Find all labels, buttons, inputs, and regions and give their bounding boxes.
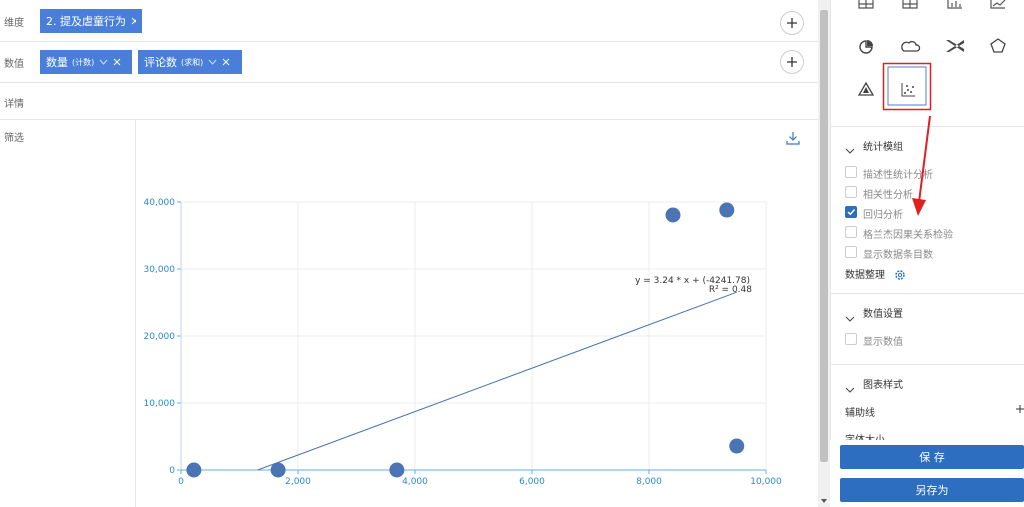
- scroll-arrow[interactable]: [820, 498, 828, 504]
- scatter-icon-selected[interactable]: [887, 66, 927, 106]
- cloud-icon[interactable]: [901, 40, 921, 52]
- funnel-icon[interactable]: [857, 81, 875, 96]
- row-label: 详情: [4, 99, 24, 110]
- chart-type-icons: [857, 0, 1006, 111]
- divider: [831, 364, 1024, 365]
- x-tick-label: 2,000: [285, 477, 311, 487]
- annotation-arrow: [912, 115, 931, 216]
- tag-text: 数量: [46, 56, 68, 69]
- add-helper-line[interactable]: [1015, 404, 1024, 414]
- x-tick-label: 6,000: [519, 477, 545, 487]
- collapse-icon[interactable]: [845, 379, 855, 393]
- y-tick-label: 30,000: [144, 265, 176, 275]
- tag-agg: (求和): [181, 57, 204, 67]
- x-tick-label: 10,000: [750, 477, 782, 487]
- scatter-point: [389, 462, 405, 478]
- x-tick-label: 8,000: [636, 477, 662, 487]
- checkbox[interactable]: [845, 226, 857, 238]
- checkbox[interactable]: [845, 246, 857, 258]
- chart: 0 10,000 20,000 30,000 40,000 0 2,000 4,000 6,00…: [144, 198, 783, 487]
- checkbox[interactable]: [845, 206, 857, 218]
- dropdown-icon[interactable]: [208, 58, 217, 66]
- trendline: [257, 291, 737, 471]
- section-title: 图表样式: [863, 380, 903, 391]
- checkbox-label: 显示数值: [863, 337, 903, 348]
- row-label: 维度: [4, 18, 24, 29]
- save-button[interactable]: 保 存: [840, 445, 1024, 469]
- scatter-point: [729, 438, 745, 454]
- checkbox-label: 显示数据条目数: [863, 250, 933, 261]
- tag-agg: (计数): [72, 57, 95, 67]
- table-icon[interactable]: [858, 0, 874, 9]
- x-tick-label: 4,000: [402, 477, 428, 487]
- checkbox-label: 相关性分析: [863, 190, 913, 201]
- funnel-inner: [863, 87, 869, 93]
- y-tick-label: 20,000: [144, 332, 176, 342]
- row-label: 筛选: [4, 133, 24, 144]
- checkbox-label: 描述性统计分析: [863, 170, 933, 181]
- collapse-icon[interactable]: [845, 140, 855, 154]
- measure-tag[interactable]: 数量 (计数): [40, 50, 132, 74]
- checkbox[interactable]: [845, 186, 857, 198]
- add-button[interactable]: [779, 10, 805, 36]
- close-icon[interactable]: [131, 17, 136, 25]
- scrollbar-thumb[interactable]: [820, 10, 828, 462]
- bar-icon[interactable]: [947, 0, 962, 9]
- add-button[interactable]: [779, 49, 805, 75]
- scatter-point: [186, 462, 202, 478]
- y-tick-label: 0: [169, 466, 175, 476]
- divider: [0, 119, 818, 120]
- scatter-point: [719, 202, 735, 218]
- row-label: 数值: [4, 59, 24, 70]
- checkbox-label: 回归分析: [863, 210, 903, 221]
- radar-icon[interactable]: [990, 38, 1006, 53]
- close-icon[interactable]: [113, 58, 121, 66]
- data-tidy-label: 数据整理: [845, 270, 885, 281]
- scatter-point: [270, 462, 286, 478]
- settings-icon[interactable]: [894, 266, 906, 280]
- y-tick-label: 40,000: [144, 198, 176, 208]
- tag-text: 评论数: [144, 56, 177, 69]
- line-icon[interactable]: [990, 0, 1006, 9]
- checkbox[interactable]: [845, 166, 857, 178]
- sankey-icon[interactable]: [946, 40, 964, 52]
- trendline-r2: R² = 0.48: [709, 285, 752, 295]
- collapse-icon[interactable]: [845, 308, 855, 322]
- checkbox[interactable]: [845, 333, 857, 345]
- checkbox-label: 格兰杰因果关系检验: [863, 230, 953, 241]
- pie-slice: [867, 40, 873, 46]
- dimension-tag[interactable]: 2. 提及虐童行为: [40, 9, 142, 33]
- section-title: 数值设置: [863, 309, 903, 320]
- pivot-icon[interactable]: [902, 0, 918, 9]
- tag-text: 2. 提及虐童行为: [46, 15, 126, 28]
- pie-icon[interactable]: [859, 40, 873, 54]
- save-as-button[interactable]: 另存为: [840, 478, 1024, 502]
- divider: [0, 41, 818, 42]
- section-title: 统计模组: [863, 142, 903, 153]
- helper-line-label: 辅助线: [845, 408, 875, 419]
- scatter-icon: [901, 83, 915, 97]
- divider: [135, 120, 136, 507]
- divider: [0, 82, 818, 83]
- measure-tag[interactable]: 评论数 (求和): [138, 50, 242, 74]
- download-icon[interactable]: [786, 131, 800, 145]
- divider: [831, 293, 1024, 294]
- close-icon[interactable]: [222, 58, 230, 66]
- y-tick-label: 10,000: [144, 399, 176, 409]
- dropdown-icon[interactable]: [99, 58, 108, 66]
- divider: [831, 126, 1024, 127]
- x-tick-label: 0: [178, 477, 184, 487]
- scatter-point: [665, 207, 681, 223]
- trendline-equation: y = 3.24 * x + (-4241.78): [635, 276, 750, 286]
